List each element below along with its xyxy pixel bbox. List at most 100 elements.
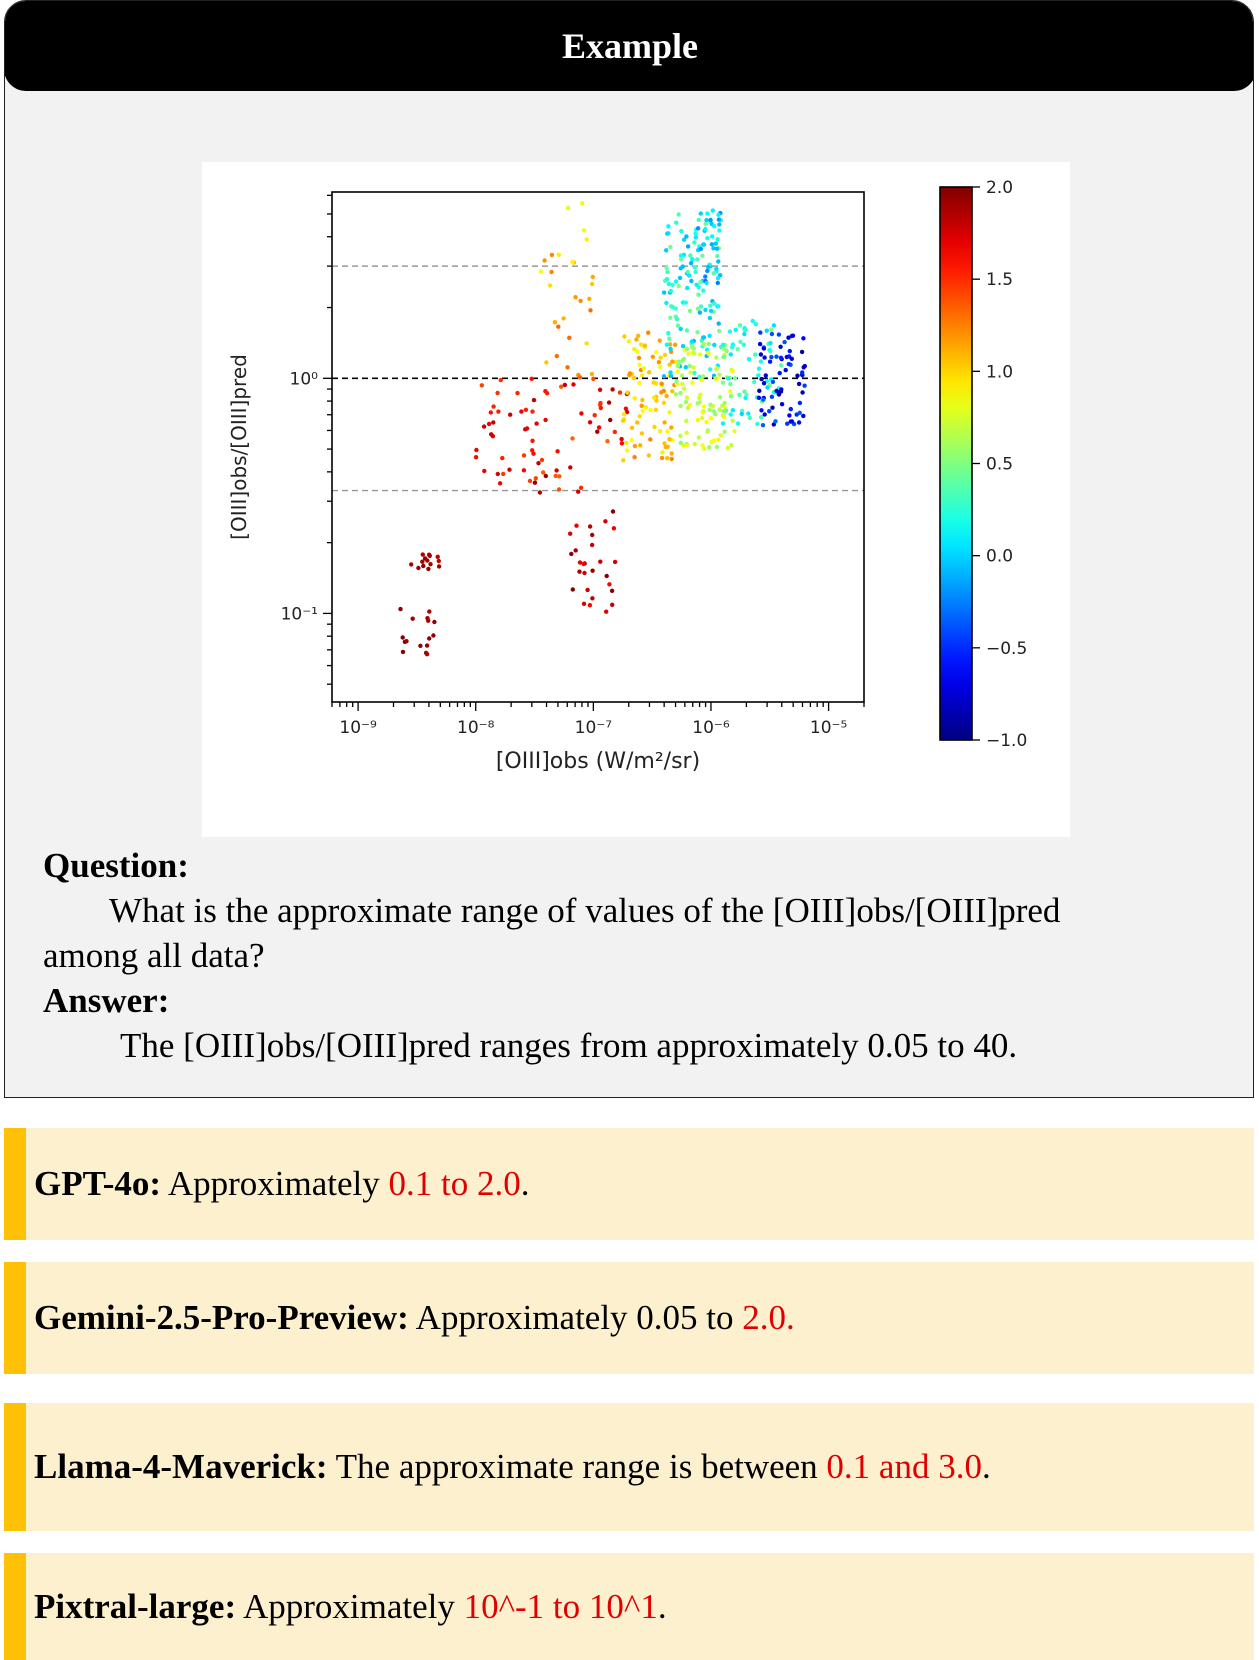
data-point <box>436 564 442 569</box>
data-point <box>556 252 561 257</box>
data-point <box>703 221 708 227</box>
data-point <box>683 365 688 370</box>
data-point <box>785 421 790 426</box>
data-point <box>723 408 729 413</box>
data-point <box>762 412 767 417</box>
x-tick-label: 10⁻⁷ <box>575 718 613 738</box>
data-point <box>679 228 684 234</box>
data-point <box>570 259 575 265</box>
data-point <box>659 381 664 386</box>
data-point <box>634 337 639 342</box>
data-point <box>538 269 543 274</box>
data-point <box>664 265 669 271</box>
data-point <box>424 652 430 657</box>
data-point <box>590 532 595 538</box>
data-point <box>684 234 689 239</box>
data-point <box>692 240 697 245</box>
data-point <box>622 334 627 339</box>
data-point <box>549 252 555 258</box>
data-point <box>668 370 673 375</box>
data-point <box>527 478 533 484</box>
data-point <box>669 456 674 462</box>
data-point <box>737 392 742 398</box>
data-point <box>797 410 802 415</box>
data-point <box>753 322 758 327</box>
data-point <box>609 588 615 593</box>
data-point <box>666 331 671 336</box>
data-point <box>421 563 426 569</box>
data-point <box>721 354 727 359</box>
wrong-value: 10^-1 to 10^1 <box>463 1586 658 1626</box>
model-name: Gemini-2.5-Pro-Preview: <box>34 1298 409 1337</box>
data-point <box>674 220 679 225</box>
data-point <box>684 395 690 400</box>
data-point <box>722 404 727 410</box>
data-point <box>758 359 764 364</box>
data-point <box>604 609 609 614</box>
data-point <box>627 371 633 376</box>
data-point <box>610 509 616 514</box>
data-point <box>400 635 405 640</box>
data-point <box>684 418 689 424</box>
data-point <box>661 290 667 295</box>
data-point <box>695 306 701 311</box>
data-point <box>668 373 674 379</box>
data-point <box>696 292 701 297</box>
data-point <box>539 457 545 463</box>
response-suffix: . <box>520 1164 530 1203</box>
data-point <box>530 448 535 453</box>
data-point <box>790 333 796 338</box>
data-point <box>544 360 549 365</box>
data-point <box>420 559 425 564</box>
data-point <box>800 370 805 375</box>
data-point <box>657 338 662 343</box>
data-point <box>664 277 670 282</box>
data-point <box>709 242 714 247</box>
data-point <box>795 373 800 378</box>
data-point <box>732 428 737 434</box>
data-point <box>636 355 642 361</box>
data-point <box>641 366 646 371</box>
data-point <box>640 397 645 403</box>
data-point <box>636 333 641 338</box>
data-point <box>574 523 579 528</box>
data-point <box>693 269 698 275</box>
data-point <box>673 279 679 284</box>
data-point <box>677 275 683 281</box>
data-point <box>762 355 767 360</box>
data-point <box>571 382 576 387</box>
data-point <box>666 231 671 236</box>
data-point <box>661 400 667 405</box>
data-point <box>782 339 787 345</box>
data-point <box>623 406 629 411</box>
data-point <box>665 444 670 449</box>
data-point <box>576 489 581 494</box>
data-point <box>547 283 553 288</box>
data-point <box>656 360 662 365</box>
data-point <box>584 341 589 346</box>
response-suffix: . <box>981 1447 991 1486</box>
question-line-2: among all data? <box>43 936 265 975</box>
response-suffix: . <box>657 1586 667 1626</box>
data-point <box>761 397 766 402</box>
data-point <box>746 357 752 362</box>
data-point <box>774 388 779 394</box>
data-point <box>662 420 667 425</box>
data-point <box>684 346 690 351</box>
response-card: Gemini-2.5-Pro-Preview: Approximately 0.… <box>4 1262 1254 1374</box>
data-point <box>624 440 629 446</box>
data-point <box>678 266 683 271</box>
data-point <box>497 481 503 486</box>
data-point <box>689 278 694 284</box>
data-point <box>708 308 714 313</box>
data-point <box>755 421 760 427</box>
data-point <box>685 405 691 411</box>
colorbar-tick-label: 2.0 <box>986 178 1013 198</box>
data-point <box>687 308 693 314</box>
data-point <box>698 211 703 216</box>
data-point <box>700 443 705 448</box>
data-point <box>700 410 705 415</box>
data-point <box>705 264 711 270</box>
data-point <box>698 246 703 251</box>
data-point <box>720 342 726 347</box>
